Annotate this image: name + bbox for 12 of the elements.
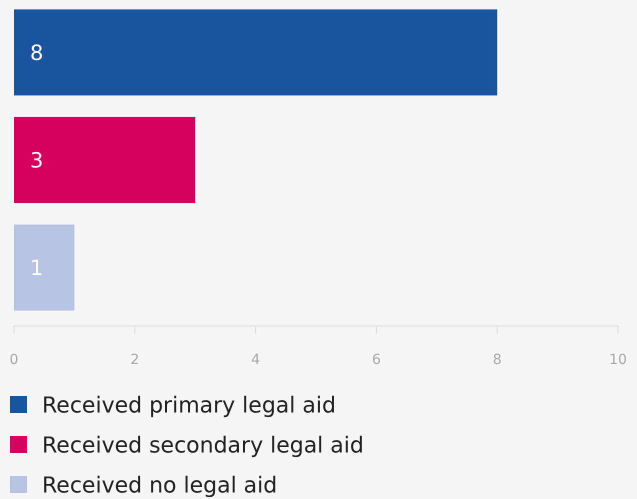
x-tick-label: 4 xyxy=(251,352,260,368)
data-label: 8 xyxy=(30,40,44,65)
x-tick-label: 0 xyxy=(10,352,18,368)
data-label: 1 xyxy=(30,256,44,280)
x-tick-label: 10 xyxy=(609,352,627,368)
x-tick-label: 6 xyxy=(372,352,381,368)
x-tick-label: 2 xyxy=(130,352,140,368)
legend-label: Received primary legal aid xyxy=(42,394,336,419)
legend-label: Received no legal aid xyxy=(42,474,278,499)
data-label: 3 xyxy=(30,148,44,172)
legend-label: Received secondary legal aid xyxy=(42,434,364,459)
x-tick-label: 8 xyxy=(492,352,502,368)
